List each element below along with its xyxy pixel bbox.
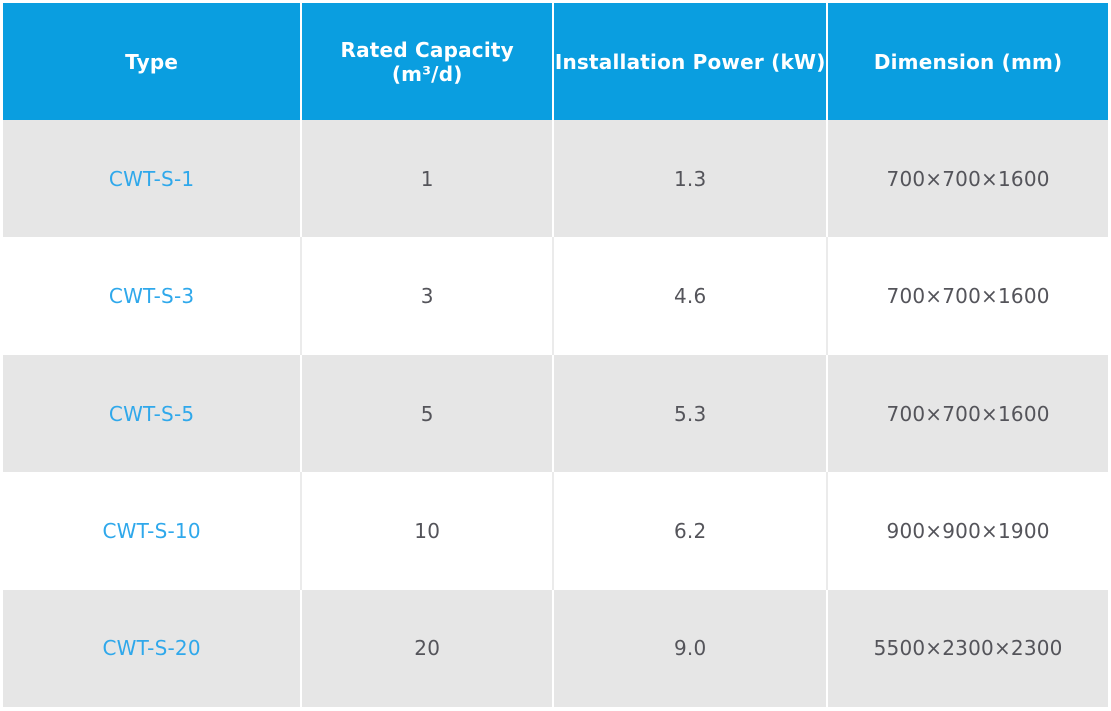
- rated-capacity-cell: 5: [300, 354, 552, 473]
- table-row: CWT-S-5 5 5.3 700×700×1600: [3, 354, 1108, 473]
- table-row: CWT-S-20 20 9.0 5500×2300×2300: [3, 589, 1108, 708]
- dimension-cell: 900×900×1900: [826, 472, 1108, 590]
- rated-capacity-cell: 1: [300, 120, 552, 238]
- table-row: CWT-S-10 10 6.2 900×900×1900: [3, 472, 1108, 590]
- type-link[interactable]: CWT-S-10: [102, 518, 201, 543]
- table-row: CWT-S-1 1 1.3 700×700×1600: [3, 120, 1108, 238]
- column-header-installation-power: Installation Power (kW): [552, 3, 826, 120]
- column-header-dimension: Dimension (mm): [826, 3, 1108, 120]
- type-link[interactable]: CWT-S-20: [102, 636, 201, 661]
- rated-capacity-cell: 20: [300, 589, 552, 708]
- spec-table: Type Rated Capacity (m³/d) Installation …: [3, 3, 1108, 708]
- installation-power-cell: 6.2: [552, 472, 826, 590]
- installation-power-cell: 9.0: [552, 589, 826, 708]
- type-link[interactable]: CWT-S-5: [108, 401, 195, 426]
- table-header-row: Type Rated Capacity (m³/d) Installation …: [3, 3, 1108, 120]
- installation-power-cell: 1.3: [552, 120, 826, 238]
- type-link[interactable]: CWT-S-1: [108, 166, 195, 191]
- dimension-cell: 700×700×1600: [826, 120, 1108, 238]
- rated-capacity-cell: 10: [300, 472, 552, 590]
- column-header-type: Type: [125, 49, 179, 74]
- column-header-rated-capacity: Rated Capacity (m³/d): [300, 3, 552, 120]
- type-link[interactable]: CWT-S-3: [108, 284, 195, 309]
- installation-power-cell: 5.3: [552, 354, 826, 473]
- dimension-cell: 700×700×1600: [826, 237, 1108, 355]
- rated-capacity-cell: 3: [300, 237, 552, 355]
- installation-power-cell: 4.6: [552, 237, 826, 355]
- table-row: CWT-S-3 3 4.6 700×700×1600: [3, 237, 1108, 355]
- dimension-cell: 5500×2300×2300: [826, 589, 1108, 708]
- dimension-cell: 700×700×1600: [826, 354, 1108, 473]
